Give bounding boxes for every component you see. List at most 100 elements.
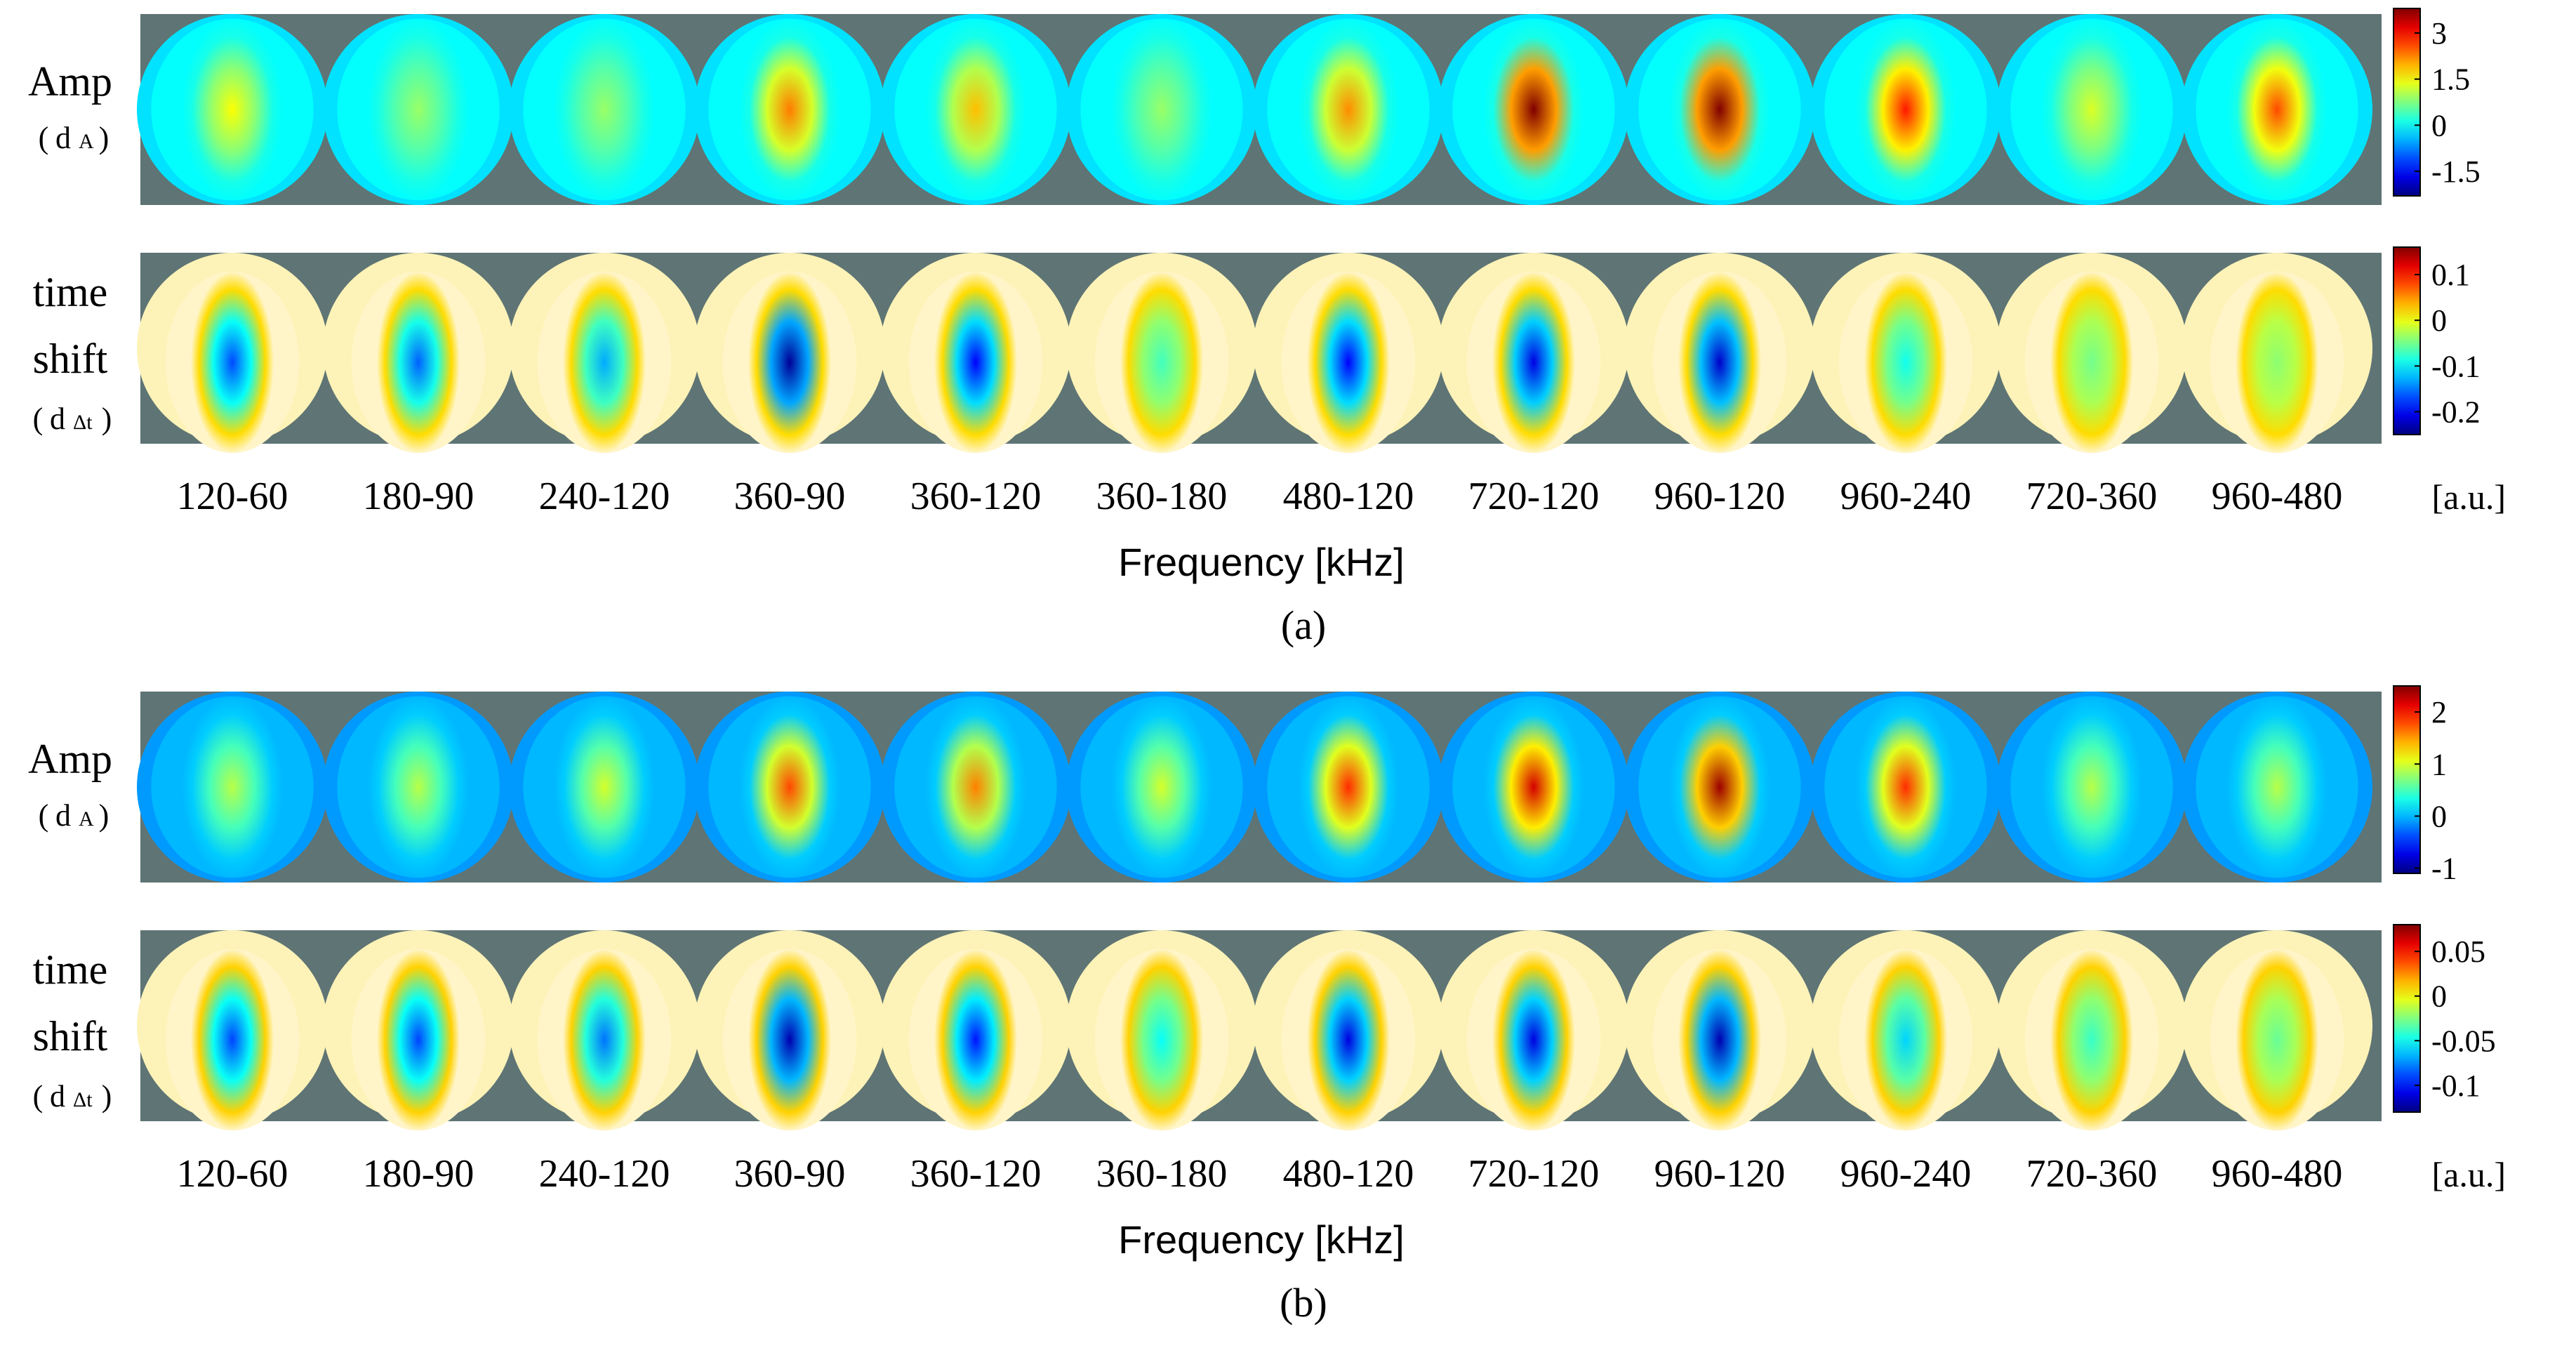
row-label-symbol: d [55,121,71,155]
colorbar-tick-label: 2 [2431,695,2447,729]
row-label-symbol: d [50,402,65,436]
category-label: 180-90 [363,475,474,518]
row-label: shift [33,1013,108,1059]
colorbar-gradient [2393,8,2421,197]
category-label: 480-120 [1283,1152,1414,1196]
sensor-map-240-120 [523,696,686,878]
sensor-map-960-480 [2196,696,2358,878]
colorbar-tick-label: 1 [2431,747,2447,781]
category-label: 960-480 [2212,475,2343,518]
sensor-map-360-90 [722,949,857,1131]
sensor-map-360-120 [894,18,1057,201]
x-axis-label: Frequency [kHz] [1118,1217,1405,1262]
sensor-map-960-120 [1638,18,1801,201]
sensor-map-960-240 [1824,696,1987,878]
sensor-map-960-240 [1824,18,1987,201]
sensor-map-720-360 [2024,949,2159,1131]
colorbar-tick-label: 0 [2431,799,2447,833]
sensor-map-360-120 [894,696,1057,878]
category-label: 960-480 [2212,1152,2343,1196]
sensor-map-360-180 [1080,18,1243,201]
sensor-map-180-90 [337,18,500,201]
sensor-map-960-480 [2196,18,2358,201]
sensor-map-180-90 [337,696,500,878]
colorbar-tick-label: -0.05 [2431,1024,2496,1058]
sensor-map-360-180 [1080,696,1243,878]
sensor-map-360-180 [1094,949,1229,1131]
row-label-subscript: Δt [73,1088,93,1111]
sensor-map-960-480 [2210,271,2344,454]
row-label: Amp [28,58,112,105]
category-label: 720-360 [2026,475,2158,518]
row-label-paren: ) [102,402,112,436]
category-label: 960-240 [1840,475,1972,518]
category-label: 720-360 [2026,1152,2158,1196]
sensor-map-120-60 [151,696,314,878]
colorbar-tick-label: -0.1 [2431,1069,2481,1103]
category-label: 240-120 [539,475,670,518]
unit-label: [a.u.] [2432,1155,2507,1194]
category-label: 960-120 [1654,475,1786,518]
category-label: 480-120 [1283,475,1414,518]
row-label-subscript: A [79,807,94,831]
sensor-map-360-90 [722,271,857,454]
colorbar-gradient [2393,924,2421,1113]
sensor-map-180-90 [351,949,486,1131]
sensor-map-720-360 [2010,696,2173,878]
row-label: time [33,946,108,993]
colorbar-gradient [2393,685,2421,874]
sensor-map-360-90 [708,696,871,878]
row-label-paren: ( [33,402,44,436]
colorbar: 0.1 0 -0.1 -0.2 [2393,246,2481,435]
row-label: Amp [28,736,112,782]
category-label: 720-120 [1468,475,1600,518]
sensor-map-120-60 [165,271,300,454]
row-label-paren: ) [102,1079,112,1114]
colorbar-tick-label: 0.05 [2431,934,2485,969]
sensor-map-960-120 [1638,696,1801,878]
colorbar: 0.05 0 -0.05 -0.1 [2393,924,2496,1113]
sensor-map-720-120 [1466,949,1601,1131]
colorbar-tick-label: 0 [2431,303,2447,338]
colorbar-tick-label: -1.5 [2431,154,2481,189]
sensor-map-480-120 [1267,696,1430,878]
category-label: 240-120 [539,1152,670,1196]
colorbar-tick-label: -0.2 [2431,395,2481,429]
sensor-map-360-120 [908,949,1043,1131]
category-label: 360-180 [1096,475,1228,518]
row-label-subscript: A [79,130,94,153]
sensor-map-960-480 [2210,949,2344,1131]
sensor-map-480-120 [1267,18,1430,201]
sensor-map-960-120 [1652,271,1787,454]
sensor-map-960-120 [1652,949,1787,1131]
row-label-paren: ) [99,798,109,833]
sensor-map-960-240 [1838,949,1973,1131]
sensor-map-720-120 [1452,696,1615,878]
colorbar-tick-label: 0 [2431,979,2447,1014]
colorbar-tick-label: 0 [2431,108,2447,143]
sensor-map-720-360 [2010,18,2173,201]
sensor-map-720-120 [1452,18,1615,201]
colorbar-tick-label: -0.1 [2431,349,2481,383]
category-label: 360-90 [734,1152,846,1196]
amp-row: 3 1.5 0 -1.5 Amp d A () [28,8,2481,205]
sensor-map-120-60 [165,949,300,1131]
colorbar-gradient [2393,246,2421,435]
colorbar-tick-label: 0.1 [2431,258,2470,292]
x-axis-label: Frequency [kHz] [1118,540,1405,584]
row-label: shift [33,336,108,382]
category-label: 360-90 [734,475,846,518]
row-label-symbol: d [55,798,71,833]
category-label: 120-60 [177,475,288,518]
category-label: 720-120 [1468,1152,1600,1196]
panel-label: (a) [1281,602,1326,648]
colorbar: 2 1 0 -1 [2393,685,2457,886]
category-label: 360-180 [1096,1152,1228,1196]
colorbar-tick-label: 1.5 [2431,62,2470,97]
time-shift-row: 0.05 0 -0.05 -0.1 time shift d Δt () [33,924,2496,1131]
sensor-map-180-90 [351,271,486,454]
colorbar-tick-label: 3 [2431,16,2447,51]
